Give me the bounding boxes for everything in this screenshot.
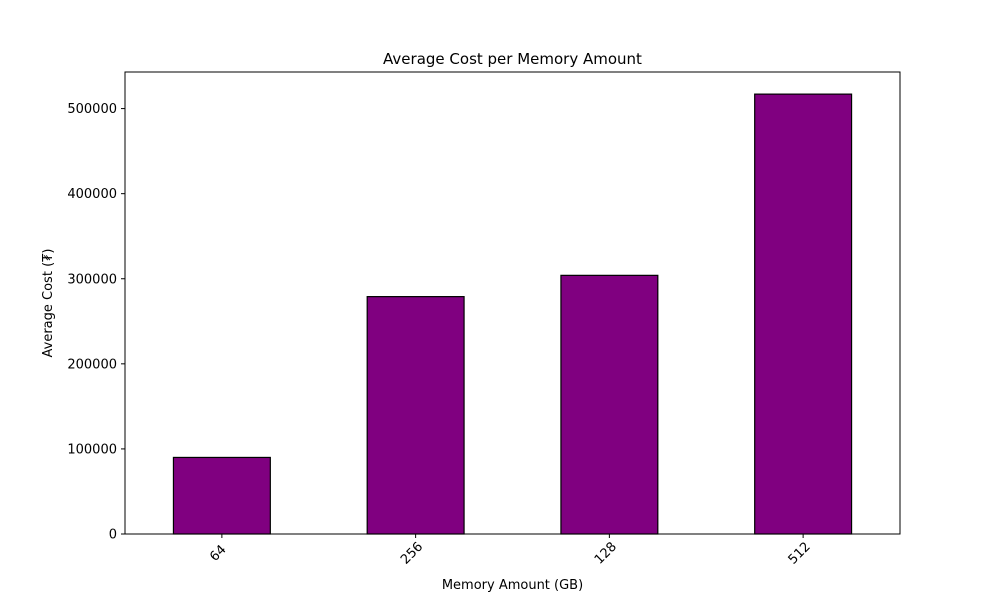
bar-256 xyxy=(366,296,465,535)
y-tick-label-0: 0 xyxy=(109,528,117,543)
bar-512 xyxy=(754,93,853,535)
y-tick-label-100000: 100000 xyxy=(67,442,117,457)
x-tick-label-64: 64 xyxy=(207,542,229,564)
plot-area-frame xyxy=(124,71,901,535)
y-axis-label: Average Cost (₮) xyxy=(41,249,56,358)
x-tick-label-128: 128 xyxy=(592,539,620,567)
x-tick-label-256: 256 xyxy=(398,539,426,567)
y-tick-label-400000: 400000 xyxy=(67,187,117,202)
y-axis: 0 100000 200000 300000 400000 500000 xyxy=(67,102,125,543)
bars-layer xyxy=(172,93,853,535)
y-tick-label-300000: 300000 xyxy=(67,272,117,287)
x-axis: 64 256 128 512 xyxy=(207,534,814,568)
chart-title: Average Cost per Memory Amount xyxy=(383,50,642,68)
bar-64 xyxy=(172,456,271,535)
y-tick-label-500000: 500000 xyxy=(67,102,117,117)
x-axis-label: Memory Amount (GB) xyxy=(442,578,583,593)
y-tick-label-200000: 200000 xyxy=(67,357,117,372)
x-tick-label-512: 512 xyxy=(786,539,814,567)
bar-128 xyxy=(560,274,659,535)
